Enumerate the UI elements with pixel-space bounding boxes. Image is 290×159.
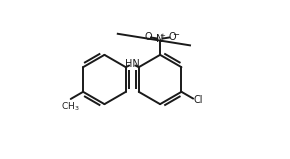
Text: N: N bbox=[156, 34, 164, 44]
Text: O: O bbox=[168, 32, 176, 42]
Text: +: + bbox=[160, 33, 166, 39]
Text: −: − bbox=[172, 30, 179, 39]
Text: O: O bbox=[144, 32, 152, 42]
Text: HN: HN bbox=[125, 59, 140, 69]
Text: CH$_3$: CH$_3$ bbox=[61, 101, 79, 113]
Text: Cl: Cl bbox=[194, 95, 203, 105]
